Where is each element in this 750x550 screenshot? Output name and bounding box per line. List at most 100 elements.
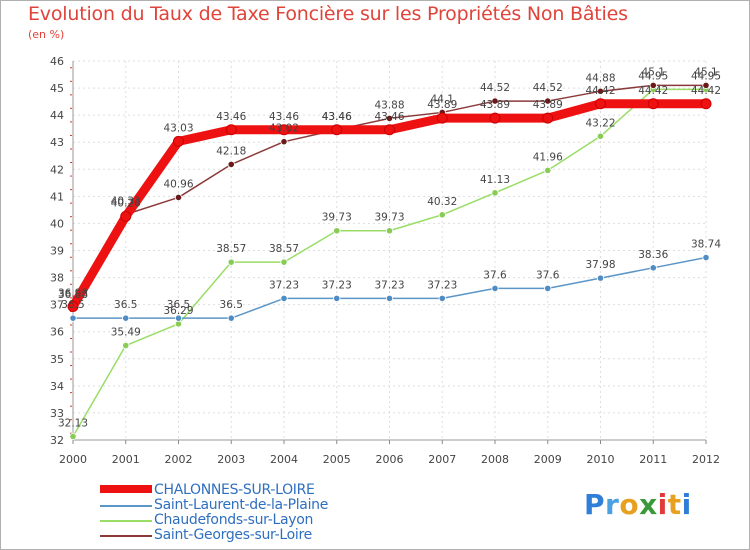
data-point-0: [489, 112, 501, 124]
data-point-0: [331, 124, 343, 136]
x-tick-label: 2004: [270, 453, 298, 466]
y-tick-label: 32: [50, 434, 64, 447]
data-label-3: 40.33: [111, 195, 141, 207]
y-tick-label: 43: [50, 136, 64, 149]
y-tick-label: 37: [50, 299, 64, 312]
data-label-0: 43.89: [427, 99, 457, 111]
data-label-2: 39.73: [374, 212, 404, 224]
y-tick-label: 40: [50, 217, 64, 230]
data-point-2: [385, 227, 394, 235]
data-point-0: [278, 124, 290, 136]
y-tick-label: 34: [50, 380, 64, 393]
data-label-2: 32.13: [58, 417, 88, 429]
data-point-2: [69, 432, 77, 441]
data-label-2: 44.95: [638, 70, 668, 82]
data-point-1: [596, 274, 605, 282]
data-point-0: [647, 98, 659, 110]
data-label-3: 45.1: [642, 66, 665, 78]
logo-letter: i: [681, 488, 692, 521]
y-tick-label: 35: [50, 353, 64, 366]
data-point-0: [595, 98, 606, 110]
data-point-3: [596, 87, 605, 95]
data-label-3: 44.88: [585, 72, 615, 84]
data-point-3: [174, 193, 183, 202]
legend-swatch-chaudefonds: [100, 520, 152, 522]
data-label-1: 36.5: [114, 299, 137, 311]
data-point-1: [544, 284, 552, 292]
data-label-1: 37.6: [536, 269, 560, 281]
x-tick-label: 2010: [587, 453, 615, 466]
data-label-0: 43.89: [533, 99, 563, 111]
logo-letter: t: [667, 488, 682, 521]
data-label-1: 38.74: [691, 239, 721, 251]
data-point-0: [700, 98, 712, 110]
data-label-2: 38.57: [216, 243, 246, 255]
y-tick-label: 33: [50, 407, 64, 420]
data-point-1: [69, 314, 77, 322]
x-tick-label: 2012: [692, 453, 720, 466]
x-tick-label: 2002: [165, 453, 193, 466]
data-label-3: 44.1: [431, 93, 454, 105]
logo-letter: o: [619, 488, 640, 521]
data-point-0: [67, 301, 79, 313]
legend-swatch-saint-georges: [100, 535, 152, 537]
data-label-2: 40.32: [427, 196, 457, 208]
legend-swatch-saint-laurent: [100, 505, 152, 507]
data-label-1: 38.36: [638, 249, 668, 261]
data-label-1: 36.5: [220, 299, 243, 311]
y-tick-label: 36: [50, 326, 64, 339]
logo-letter: x: [639, 488, 658, 521]
data-label-0: 43.46: [374, 111, 404, 123]
data-point-3: [491, 97, 499, 105]
data-label-0: 40.26: [111, 197, 141, 209]
y-tick-label: 39: [50, 245, 64, 258]
chart-title: Evolution du Taux de Taxe Foncière sur l…: [28, 3, 628, 25]
y-tick-label: 45: [50, 82, 64, 95]
data-point-1: [491, 284, 499, 292]
legend-swatch-chalonnes: [100, 485, 152, 493]
data-label-0: 43.46: [322, 111, 352, 123]
data-label-1: 37.23: [374, 279, 404, 291]
data-label-1: 37.98: [585, 259, 615, 271]
x-tick-label: 2007: [428, 453, 456, 466]
data-point-0: [120, 210, 132, 222]
data-label-0: 44.42: [691, 85, 721, 97]
data-point-3: [280, 138, 288, 146]
x-tick-label: 2000: [59, 453, 87, 466]
data-label-0: 43.03: [163, 122, 193, 134]
data-label-3: 43.02: [269, 123, 299, 135]
data-label-2: 44.95: [691, 70, 721, 82]
x-tick-label: 2011: [639, 453, 667, 466]
data-label-3: 36.88: [58, 289, 88, 301]
x-tick-label: 2006: [376, 453, 404, 466]
data-label-3: 44.52: [480, 82, 510, 94]
logo-letter: i: [657, 488, 668, 521]
data-point-1: [385, 294, 394, 303]
data-label-0: 43.46: [269, 111, 299, 123]
data-point-2: [280, 258, 288, 266]
data-label-2: 38.57: [269, 243, 299, 255]
data-label-0: 44.42: [638, 85, 668, 97]
data-label-1: 37.23: [427, 279, 457, 291]
y-tick-label: 41: [50, 190, 64, 203]
logo-letter: r: [605, 488, 620, 521]
y-tick-label: 38: [50, 272, 64, 285]
data-label-2: 35.49: [111, 327, 141, 339]
data-label-1: 37.23: [322, 279, 352, 291]
data-point-2: [491, 189, 499, 197]
data-label-3: 42.18: [216, 145, 246, 157]
data-label-1: 37.6: [483, 269, 507, 281]
data-point-3: [544, 97, 552, 105]
data-label-1: 36.5: [61, 299, 84, 311]
legend-label-saint-georges: Saint-Georges-sur-Loire: [154, 527, 312, 543]
data-label-2: 43.22: [585, 117, 615, 129]
data-point-1: [174, 314, 183, 322]
data-point-2: [333, 227, 341, 235]
data-label-2: 36.29: [163, 305, 193, 317]
unit-label: (en %): [28, 28, 65, 41]
data-label-3: 44.52: [533, 82, 563, 94]
data-label-3: 45.1: [694, 66, 717, 78]
data-point-0: [436, 112, 448, 124]
data-label-0: 43.89: [480, 99, 510, 111]
y-tick-label: 42: [50, 163, 64, 176]
